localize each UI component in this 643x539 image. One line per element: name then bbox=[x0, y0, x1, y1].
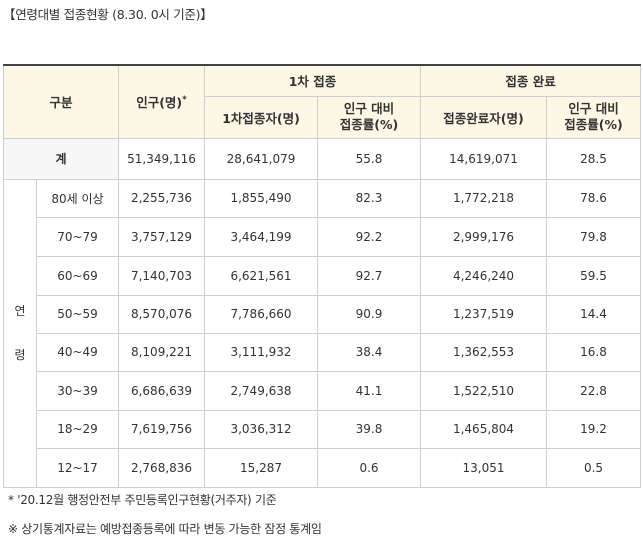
header-population: 인구(명)* bbox=[118, 64, 206, 139]
population-cell: 2,255,736 bbox=[118, 178, 206, 218]
complete-count-cell: 1,465,804 bbox=[420, 409, 548, 449]
complete-rate-cell: 22.8 bbox=[546, 370, 642, 411]
table-row: 18~29 7,619,756 3,036,312 39.8 1,465,804… bbox=[4, 409, 642, 449]
age-range: 60~69 bbox=[35, 255, 120, 296]
age-range: 30~39 bbox=[35, 370, 120, 411]
population-cell: 7,619,756 bbox=[118, 409, 206, 449]
complete-count-cell: 1,362,553 bbox=[420, 332, 548, 372]
footnote-source: * '20.12월 행정안전부 주민등록인구현황(거주자) 기준 bbox=[8, 493, 277, 507]
table-row: 12~17 2,768,836 15,287 0.6 13,051 0.5 bbox=[4, 447, 642, 488]
header-first-rate-line2: 접종률(%) bbox=[339, 117, 399, 132]
page-title: 【연령대별 접종현황 (8.30. 0시 기준)】 bbox=[3, 7, 213, 22]
total-label: 계 bbox=[2, 137, 120, 180]
header-complete: 접종 완료 bbox=[420, 64, 642, 97]
first-rate-cell: 82.3 bbox=[317, 178, 422, 218]
age-range: 80세 이상 bbox=[35, 178, 120, 218]
complete-rate-cell: 79.8 bbox=[546, 216, 642, 257]
header-gubun: 구분 bbox=[2, 64, 120, 139]
complete-count-cell: 13,051 bbox=[420, 447, 548, 488]
age-range: 18~29 bbox=[35, 409, 120, 449]
first-rate-cell: 90.9 bbox=[317, 294, 422, 334]
age-range: 50~59 bbox=[35, 294, 120, 334]
age-group-label-char2: 령 bbox=[14, 348, 26, 362]
total-complete-count: 14,619,071 bbox=[420, 137, 548, 180]
table-row: 30~39 6,686,639 2,749,638 41.1 1,522,510… bbox=[4, 370, 642, 411]
header-complete-rate-line1: 인구 대비 bbox=[568, 101, 619, 116]
complete-rate-cell: 14.4 bbox=[546, 294, 642, 334]
first-rate-cell: 39.8 bbox=[317, 409, 422, 449]
first-rate-cell: 92.2 bbox=[317, 216, 422, 257]
total-first-count: 28,641,079 bbox=[204, 137, 319, 180]
first-count-cell: 6,621,561 bbox=[204, 255, 319, 296]
first-rate-cell: 41.1 bbox=[317, 370, 422, 411]
header-complete-rate: 인구 대비 접종률(%) bbox=[546, 95, 642, 139]
vaccination-table: 구분 인구(명)* 1차 접종 접종 완료 1차접종자(명) 인구 대비 접종률(… bbox=[2, 64, 642, 488]
total-complete-rate: 28.5 bbox=[546, 137, 642, 180]
population-cell: 3,757,129 bbox=[118, 216, 206, 257]
first-count-cell: 7,786,660 bbox=[204, 294, 319, 334]
population-cell: 8,109,221 bbox=[118, 332, 206, 372]
header-first-count: 1차접종자(명) bbox=[204, 95, 319, 139]
first-count-cell: 3,036,312 bbox=[204, 409, 319, 449]
age-group-label-char1: 연 bbox=[14, 304, 26, 318]
header-first-rate: 인구 대비 접종률(%) bbox=[317, 95, 422, 139]
first-count-cell: 15,287 bbox=[204, 447, 319, 488]
age-range: 40~49 bbox=[35, 332, 120, 372]
total-first-rate: 55.8 bbox=[317, 137, 422, 180]
table-row: 60~69 7,140,703 6,621,561 92.7 4,246,240… bbox=[4, 255, 642, 296]
complete-rate-cell: 78.6 bbox=[546, 178, 642, 218]
total-population: 51,349,116 bbox=[118, 137, 206, 180]
first-count-cell: 3,464,199 bbox=[204, 216, 319, 257]
header-population-mark: * bbox=[182, 95, 187, 106]
header-complete-rate-line2: 접종률(%) bbox=[564, 117, 623, 132]
first-rate-cell: 38.4 bbox=[317, 332, 422, 372]
first-count-cell: 1,855,490 bbox=[204, 178, 319, 218]
complete-count-cell: 4,246,240 bbox=[420, 255, 548, 296]
header-population-label: 인구(명) bbox=[136, 95, 183, 111]
complete-rate-cell: 0.5 bbox=[546, 447, 642, 488]
population-cell: 6,686,639 bbox=[118, 370, 206, 411]
complete-count-cell: 2,999,176 bbox=[420, 216, 548, 257]
header-complete-count: 접종완료자(명) bbox=[420, 95, 548, 139]
age-range: 70~79 bbox=[35, 216, 120, 257]
complete-count-cell: 1,772,218 bbox=[420, 178, 548, 218]
population-cell: 7,140,703 bbox=[118, 255, 206, 296]
age-range: 12~17 bbox=[35, 447, 120, 488]
table-row: 70~79 3,757,129 3,464,199 92.2 2,999,176… bbox=[4, 216, 642, 257]
first-rate-cell: 92.7 bbox=[317, 255, 422, 296]
footnote-disclaimer: ※ 상기통계자료는 예방접종등록에 따라 변동 가능한 잠정 통계임 bbox=[8, 522, 322, 536]
table-row: 50~59 8,570,076 7,786,660 90.9 1,237,519… bbox=[4, 294, 642, 334]
header-first-dose: 1차 접종 bbox=[204, 64, 422, 97]
first-count-cell: 2,749,638 bbox=[204, 370, 319, 411]
complete-rate-cell: 16.8 bbox=[546, 332, 642, 372]
complete-count-cell: 1,522,510 bbox=[420, 370, 548, 411]
first-rate-cell: 0.6 bbox=[317, 447, 422, 488]
population-cell: 2,768,836 bbox=[118, 447, 206, 488]
complete-rate-cell: 19.2 bbox=[546, 409, 642, 449]
header-first-rate-line1: 인구 대비 bbox=[343, 101, 395, 116]
population-cell: 8,570,076 bbox=[118, 294, 206, 334]
first-count-cell: 3,111,932 bbox=[204, 332, 319, 372]
complete-rate-cell: 59.5 bbox=[546, 255, 642, 296]
table-row: 40~49 8,109,221 3,111,932 38.4 1,362,553… bbox=[4, 332, 642, 372]
total-row: 계 51,349,116 28,641,079 55.8 14,619,071 … bbox=[2, 137, 642, 180]
complete-count-cell: 1,237,519 bbox=[420, 294, 548, 334]
